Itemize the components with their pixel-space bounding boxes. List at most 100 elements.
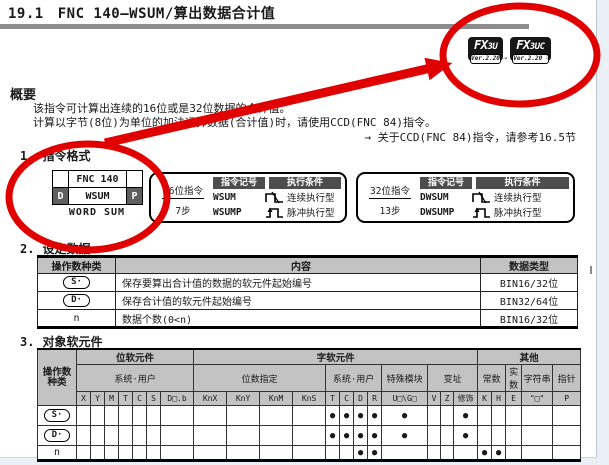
device-applicability-cell bbox=[427, 425, 442, 446]
fx3u-badge: FX3U Ver.2.20 ⇒ bbox=[468, 37, 507, 64]
device-table: 操作数 种类 位软元件 字软元件 其他 系统·用户 位数指定 系统·用户 特殊模块 变址 常数 实数字… bbox=[37, 348, 582, 462]
device-applicability-cell: ● bbox=[325, 405, 341, 426]
device-applicability-cell: ● bbox=[339, 405, 355, 426]
device-applicability-cell bbox=[193, 405, 228, 426]
device-subgroup-header: 系统·用户 bbox=[75, 364, 195, 392]
device-applicability-cell bbox=[477, 405, 493, 426]
operand-label: S· bbox=[43, 409, 71, 422]
instruction-symbol-box: FNC 140 D WSUM P bbox=[52, 170, 143, 205]
device-applicability-cell bbox=[193, 425, 228, 446]
device-column-header: 修饰 bbox=[453, 391, 479, 406]
device-applicability-cell bbox=[76, 425, 91, 446]
device-applicability-cell bbox=[292, 425, 327, 446]
device-applicability-cell bbox=[477, 425, 493, 446]
device-column-header: P bbox=[552, 391, 582, 406]
operand-cell: n bbox=[37, 445, 77, 461]
device-applicability-cell bbox=[118, 405, 133, 426]
content-cell: 保存合计值的软元件起始编号 bbox=[115, 291, 481, 310]
operand-cell: D· bbox=[37, 291, 116, 310]
device-column-header: "□" bbox=[521, 391, 554, 406]
device-applicability-cell bbox=[159, 445, 195, 461]
device-column-header: KnS bbox=[292, 391, 327, 406]
device-applicability-cell bbox=[146, 425, 161, 446]
device-column-header: D bbox=[353, 391, 369, 406]
operand-d-badge: D· bbox=[63, 294, 90, 307]
device-applicability-cell bbox=[292, 405, 327, 426]
mnemonic-label: WSUMP bbox=[213, 206, 242, 218]
instruction-row: DWSUM 连续执行型 bbox=[420, 190, 569, 204]
bits-steps-column: 16位指令 7步 bbox=[153, 177, 213, 219]
device-subgroup-header: 常数 bbox=[477, 364, 507, 392]
double-word-flag: D bbox=[52, 187, 69, 205]
instruction-box-16bit: 16位指令 7步 指令记号 执行条件 WSUM 连续执行型 WSUMP 脉冲执行… bbox=[149, 172, 347, 223]
page-edge-tickmark bbox=[590, 266, 592, 274]
steps-label: 13步 bbox=[379, 206, 401, 217]
setting-data-table: 操作数种类 内容 数据类型 S· 保存要算出合计值的数据的软元件起始编号 BIN… bbox=[37, 255, 578, 329]
device-group-header: 其他 bbox=[477, 348, 582, 365]
content-cell: 保存要算出合计值的数据的软元件起始编号 bbox=[115, 273, 481, 292]
page-title: 19.1 FNC 140—WSUM/算出数据合计值 bbox=[8, 3, 275, 23]
device-subgroup-header: 变址 bbox=[427, 364, 479, 392]
device-applicability-cell bbox=[76, 445, 91, 461]
plc-model-badges: FX3U Ver.2.20 ⇒ FX3UC Ver.2.20 ⇒ bbox=[468, 37, 551, 64]
device-applicability-cell bbox=[259, 405, 294, 426]
device-applicability-cell bbox=[440, 445, 455, 461]
device-applicability-cell: ● bbox=[367, 445, 383, 461]
section-3-heading: 3. 对象软元件 bbox=[20, 335, 103, 349]
corner-line: 种类 bbox=[47, 376, 67, 388]
device-applicability-cell: ● bbox=[477, 445, 493, 461]
device-column-header: E bbox=[505, 391, 523, 406]
device-applicability-cell bbox=[325, 445, 341, 461]
device-column-header: Y bbox=[90, 391, 105, 406]
execution-type-label: 脉冲执行型 bbox=[494, 208, 542, 219]
device-applicability-cell bbox=[491, 425, 507, 446]
fnc-number: FNC 140 bbox=[68, 170, 127, 188]
title-underline-rule bbox=[0, 24, 529, 29]
pulse-execution-waveform-icon bbox=[472, 206, 494, 219]
table-row: n 数据个数(0<n) BIN16/32位 bbox=[37, 309, 578, 328]
fx3uc-badge: FX3UC Ver.2.20 ⇒ bbox=[510, 37, 551, 64]
device-column-header: KnX bbox=[193, 391, 228, 406]
instruction-caption: WORD SUM bbox=[68, 207, 126, 218]
device-applicability-cell bbox=[90, 445, 105, 461]
device-applicability-cell: ● bbox=[381, 425, 429, 446]
device-applicability-cell: ● bbox=[353, 405, 369, 426]
device-applicability-cell bbox=[146, 445, 161, 461]
device-applicability-cell bbox=[76, 405, 91, 426]
device-applicability-cell bbox=[90, 425, 105, 446]
device-applicability-cell: ● bbox=[491, 445, 507, 461]
device-applicability-cell bbox=[118, 425, 133, 446]
device-group-header: 字软元件 bbox=[193, 348, 479, 365]
fx3uc-version-label: Ver.2.20 ⇒ bbox=[512, 54, 550, 64]
operand-s-badge: S· bbox=[63, 276, 90, 289]
device-applicability-cell bbox=[259, 425, 294, 446]
device-applicability-cell bbox=[132, 425, 147, 446]
device-applicability-cell bbox=[505, 425, 523, 446]
bits-label: 16位指令 bbox=[162, 183, 204, 199]
device-column-header: Z bbox=[440, 391, 455, 406]
device-subgroup-header: 位数指定 bbox=[193, 364, 327, 392]
setting-table-header-row: 操作数种类 内容 数据类型 bbox=[37, 256, 578, 274]
device-applicability-cell: ● bbox=[453, 405, 479, 426]
device-subgroup-header: 字符串 bbox=[521, 364, 554, 392]
device-applicability-cell bbox=[453, 445, 479, 461]
device-applicability-cell bbox=[552, 445, 582, 461]
device-applicability-cell bbox=[381, 445, 429, 461]
instruction-row: WSUM 连续执行型 bbox=[213, 190, 341, 204]
device-column-header: D□.b bbox=[159, 391, 195, 406]
instruction-row: WSUMP 脉冲执行型 bbox=[213, 205, 341, 220]
bits-steps-column: 32位指令 13步 bbox=[360, 177, 420, 219]
device-applicability-cell bbox=[491, 405, 507, 426]
device-applicability-cell bbox=[146, 405, 161, 426]
operand-cell: S· bbox=[37, 405, 77, 426]
section-title-text: FNC 140—WSUM/算出数据合计值 bbox=[57, 6, 276, 22]
section-number: 19.1 bbox=[8, 6, 44, 22]
device-applicability-cell bbox=[226, 405, 261, 426]
device-table-data-row: S· ● ● ● ● ● ● bbox=[37, 405, 582, 426]
device-applicability-cell: ● bbox=[339, 425, 355, 446]
empty-cell bbox=[126, 170, 143, 188]
device-applicability-cell bbox=[132, 445, 147, 461]
bits-label: 32位指令 bbox=[369, 183, 411, 199]
device-applicability-cell bbox=[552, 405, 582, 426]
operand-label: n bbox=[53, 447, 61, 458]
